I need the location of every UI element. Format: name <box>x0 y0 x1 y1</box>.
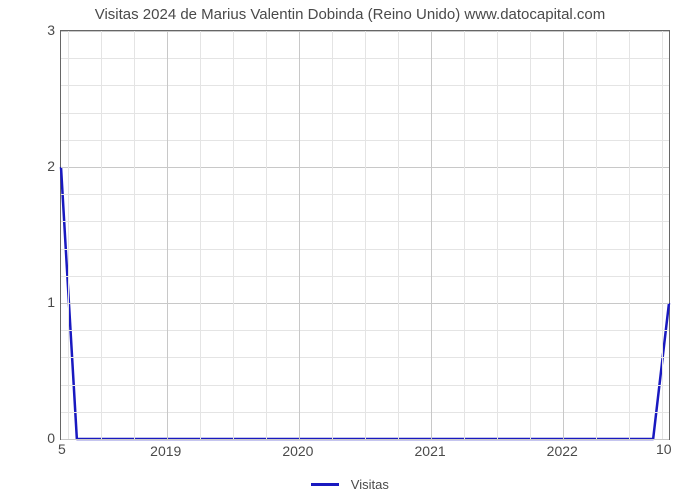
y-tick-label: 0 <box>35 430 55 446</box>
x-tick-label: 2022 <box>547 443 578 459</box>
x-tick-label: 2021 <box>415 443 446 459</box>
x-tick-label: 2020 <box>282 443 313 459</box>
start-value-label: 5 <box>58 441 66 457</box>
y-tick-label: 2 <box>35 158 55 174</box>
y-tick-label: 3 <box>35 22 55 38</box>
legend-swatch <box>311 483 339 486</box>
legend-label: Visitas <box>351 477 389 492</box>
chart-container: Visitas 2024 de Marius Valentin Dobinda … <box>0 0 700 500</box>
end-value-label: 10 <box>656 441 672 457</box>
legend: Visitas <box>0 476 700 492</box>
plot-area <box>60 30 670 440</box>
y-tick-label: 1 <box>35 294 55 310</box>
x-tick-label: 2019 <box>150 443 181 459</box>
chart-title: Visitas 2024 de Marius Valentin Dobinda … <box>0 6 700 23</box>
